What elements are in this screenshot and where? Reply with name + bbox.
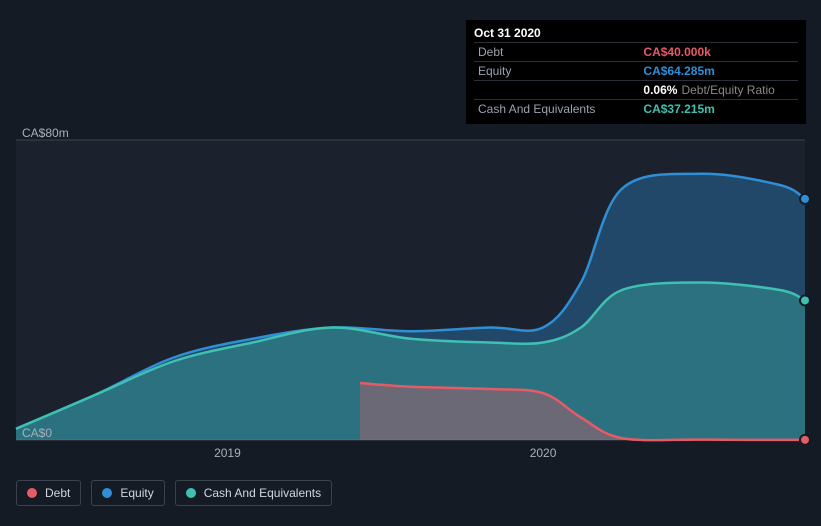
x-axis-label: 2019: [214, 446, 241, 460]
legend-item-label: Cash And Equivalents: [204, 486, 321, 500]
legend-item-debt[interactable]: Debt: [16, 480, 81, 506]
series-endpoint-cash: [800, 295, 810, 305]
tooltip-title: Oct 31 2020: [474, 26, 798, 40]
tooltip-row-label: [474, 81, 639, 100]
x-axis-label: 2020: [530, 446, 557, 460]
chart-legend: Debt Equity Cash And Equivalents: [16, 480, 332, 506]
chart-tooltip: Oct 31 2020 DebtCA$40.000kEquityCA$64.28…: [466, 20, 806, 124]
tooltip-row-label: Debt: [474, 43, 639, 62]
tooltip-row-label: Equity: [474, 62, 639, 81]
legend-item-label: Equity: [120, 486, 153, 500]
tooltip-row-value: CA$37.215m: [639, 100, 798, 119]
legend-swatch-icon: [102, 488, 112, 498]
tooltip-row-value: CA$40.000k: [639, 43, 798, 62]
legend-swatch-icon: [27, 488, 37, 498]
tooltip-row-value: CA$64.285m: [639, 62, 798, 81]
tooltip-row-value: 0.06%Debt/Equity Ratio: [639, 81, 798, 100]
y-axis-label: CA$80m: [22, 126, 69, 140]
y-axis-label: CA$0: [22, 426, 52, 440]
series-endpoint-debt: [800, 435, 810, 445]
legend-swatch-icon: [186, 488, 196, 498]
tooltip-row-suffix: Debt/Equity Ratio: [681, 83, 774, 97]
tooltip-row-label: Cash And Equivalents: [474, 100, 639, 119]
legend-item-cash[interactable]: Cash And Equivalents: [175, 480, 332, 506]
series-endpoint-equity: [800, 194, 810, 204]
legend-item-label: Debt: [45, 486, 70, 500]
legend-item-equity[interactable]: Equity: [91, 480, 164, 506]
